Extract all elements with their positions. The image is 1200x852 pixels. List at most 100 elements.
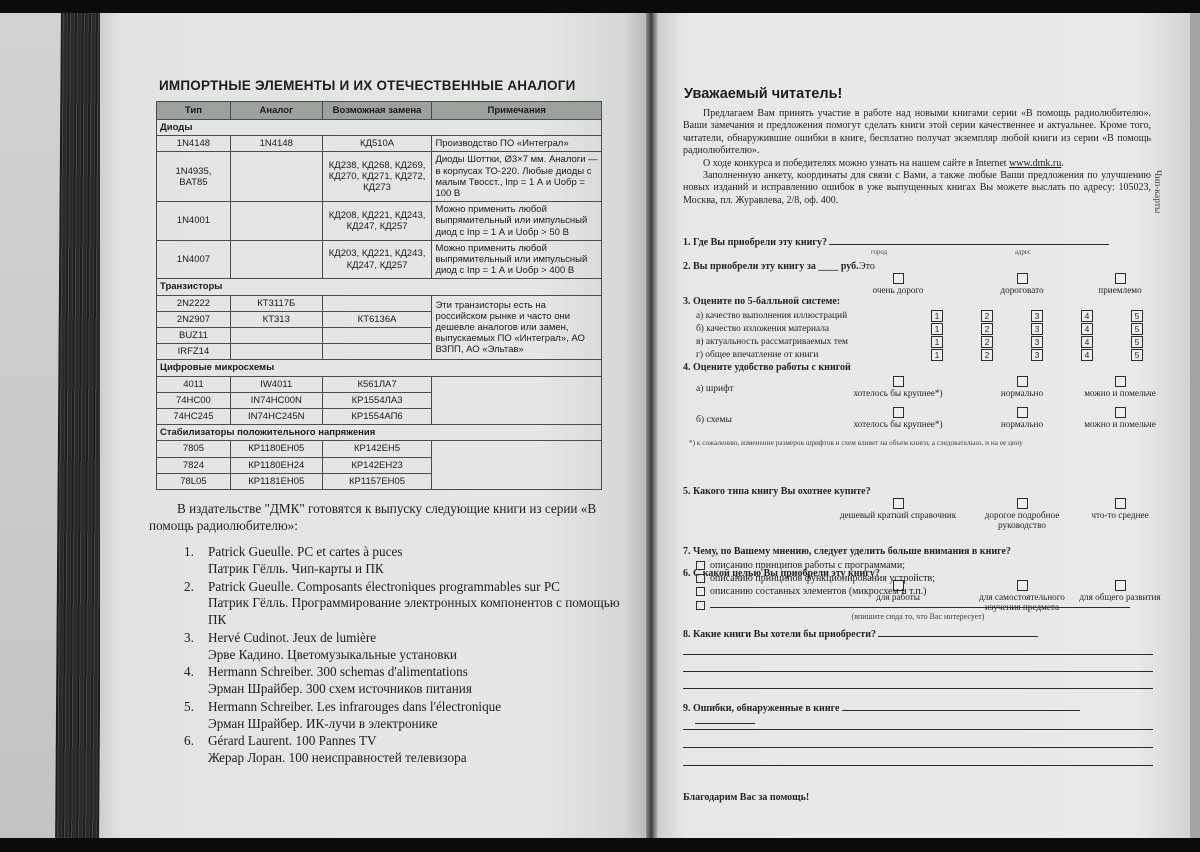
option-label: дешевый краткий справочник: [839, 510, 957, 521]
option-column: приемлемо: [1060, 273, 1180, 295]
cell-replacement: [321, 327, 433, 345]
q4-font-row: а) шрифт хотелось бы крупнее*) нормально…: [683, 376, 1156, 407]
q7-hint: (впишите сюда то, что Вас интересует): [851, 612, 985, 622]
section-row: Транзисторы: [156, 278, 602, 296]
cell-analog: [229, 327, 323, 345]
book-item: 5. Hermann Schreiber. Les infrarouges da…: [184, 699, 628, 733]
rating-scale: 1 2 3 4 5: [931, 349, 1143, 362]
blank-line: [683, 765, 1153, 766]
rating-row: б) качество изложения материала 1 2 3 4 5: [683, 323, 1153, 337]
option-label: описанию принципов функционирования устр…: [710, 573, 935, 585]
book-title-original: Hermann Schreiber. Les infrarouges dans …: [208, 698, 502, 714]
cell-type: 78L05: [156, 472, 231, 491]
question-label: 7. Чему, по Вашему мнению, следует удели…: [683, 546, 1011, 557]
hint-city: город: [871, 249, 888, 256]
question-label: 9. Ошибки, обнаруженные в книге: [683, 703, 840, 714]
option-column: для общего развития: [1060, 580, 1180, 602]
cell-note: Можно применить любой выпрямительный или…: [431, 239, 602, 280]
checkbox: [1114, 376, 1126, 388]
blank-line: [683, 688, 1153, 689]
question-1: 1. Где Вы приобрели эту книгу? город адр…: [683, 236, 1153, 256]
table-row: 78L05 КР1181ЕН05 КР1157ЕН05: [156, 472, 602, 491]
question-5: 5. Какого типа книгу Вы охотнее купите? …: [683, 486, 1153, 530]
book-item: 2. Patrick Gueulle. Composants électroni…: [184, 579, 628, 629]
checkbox: [696, 574, 705, 584]
cell-replacement: [321, 343, 433, 361]
book-number: 1.: [184, 544, 194, 559]
intro-text: О ходе конкурса и победителях можно узна…: [703, 157, 1010, 169]
cell-type: IRFZ14: [156, 343, 231, 361]
rating-box: 2: [981, 310, 993, 323]
cell-replacement: КР1554ЛА3: [321, 391, 433, 410]
option-column: можно и помельче: [1060, 376, 1180, 398]
cell-type: 2N2907: [156, 310, 231, 329]
section-row: Стабилизаторы положительного напряжения: [156, 424, 602, 442]
cell-analog: 1N4148: [229, 135, 323, 153]
right-page-edge: [1190, 13, 1200, 838]
option-column: хотелось бы крупнее*): [838, 407, 958, 429]
rating-box: 1: [931, 323, 943, 336]
col-header-type: Тип: [156, 101, 231, 120]
cell-analog: [229, 343, 323, 361]
option-column: дешевый краткий справочник: [838, 498, 958, 520]
checkbox: [892, 498, 904, 510]
question-9: 9. Ошибки, обнаруженные в книге: [683, 702, 1153, 768]
option-column: что-то среднее: [1060, 498, 1180, 520]
book-title-original: Patrick Gueulle. PC et cartes à puces: [208, 544, 403, 559]
blank-line: [695, 715, 755, 725]
rating-box: 4: [1081, 310, 1093, 323]
section-title: Диоды: [156, 118, 602, 137]
table-row: BUZ11: [156, 327, 602, 345]
q7-option-line: описанию принципов функционирования устр…: [683, 573, 1153, 586]
checkbox: [1016, 273, 1028, 285]
cell-note: [431, 375, 602, 426]
blank-line: [683, 654, 1153, 655]
table-row: IRFZ14: [156, 343, 602, 361]
book-title-russian: Эрман Шрайбер. 300 схем источников питан…: [208, 681, 472, 697]
footnote: *) к сожалению, изменение размеров шрифт…: [689, 438, 1023, 447]
checkbox: [892, 580, 904, 592]
cell-type: 74HC245: [156, 408, 231, 426]
book-title-original: Hermann Schreiber. 300 schemas d'aliment…: [208, 664, 468, 680]
question-3: 3. Оцените по 5-балльной системе: а) кач…: [683, 296, 1153, 363]
table-header-row: Тип Аналог Возможная замена Примечания: [156, 101, 602, 120]
cell-note: Эти транзисторы есть на российском рынке…: [431, 294, 602, 361]
rating-box: 5: [1131, 336, 1143, 349]
rating-row: а) качество выполнения иллюстраций 1 2 3 4 5: [683, 310, 1153, 324]
question-label: 1. Где Вы приобрели эту книгу?: [683, 237, 827, 248]
books-announcement: В издательстве "ДМК" готовятся к выпуску…: [149, 500, 623, 534]
cell-note: Можно применить любой выпрямительный или…: [431, 201, 602, 241]
option-column: очень дорого: [838, 273, 958, 295]
rating-box: 3: [1031, 349, 1043, 362]
rating-box: 4: [1081, 349, 1093, 362]
table-row: 1N4935, BAT85 КД238, КД268, КД269, КД270…: [156, 151, 602, 203]
checkbox: [892, 407, 904, 419]
intro-block: Предлагаем Вам принять участие в работе …: [683, 108, 1151, 207]
cell-analog: IN74HC00N: [229, 391, 323, 410]
q4-schematics-row: б) схемы хотелось бы крупнее*) нормально…: [683, 407, 1156, 438]
option-label: хотелось бы крупнее*): [853, 419, 943, 430]
cell-type: 7805: [156, 440, 231, 458]
book-item: 1. Patrick Gueulle. PC et cartes à puces…: [184, 544, 628, 578]
cell-type: BUZ11: [156, 327, 231, 345]
cell-replacement: [321, 294, 433, 312]
book-number: 2.: [184, 578, 194, 594]
option-label: описанию принципов работы с программами;: [710, 560, 906, 572]
rating-box: 5: [1131, 310, 1143, 323]
blank-line: [829, 236, 1110, 245]
cell-type: 1N4001: [156, 201, 231, 241]
intro-text: .: [1061, 157, 1064, 169]
cell-replacement: К561ЛА7: [321, 375, 433, 393]
checkbox: [1114, 498, 1126, 510]
checkbox: [1114, 407, 1126, 419]
books-announcement-text: В издательстве "ДМК" готовятся к выпуску…: [149, 501, 597, 534]
question-label: 5. Какого типа книгу Вы охотнее купите?: [683, 486, 871, 497]
blank-line: [878, 628, 1039, 637]
cell-replacement: КД238, КД268, КД269, КД270, КД271, КД272…: [321, 151, 433, 203]
intro-paragraph: Предлагаем Вам принять участие в работе …: [683, 108, 1151, 157]
rating-box: 2: [981, 336, 993, 349]
analogs-table: Тип Аналог Возможная замена Примечания Д…: [156, 101, 602, 491]
cell-type: 2N2222: [156, 294, 231, 312]
table-row: 1N4148 1N4148 КД510А Производство ПО «Ин…: [156, 135, 602, 153]
checkbox: [1114, 273, 1126, 285]
